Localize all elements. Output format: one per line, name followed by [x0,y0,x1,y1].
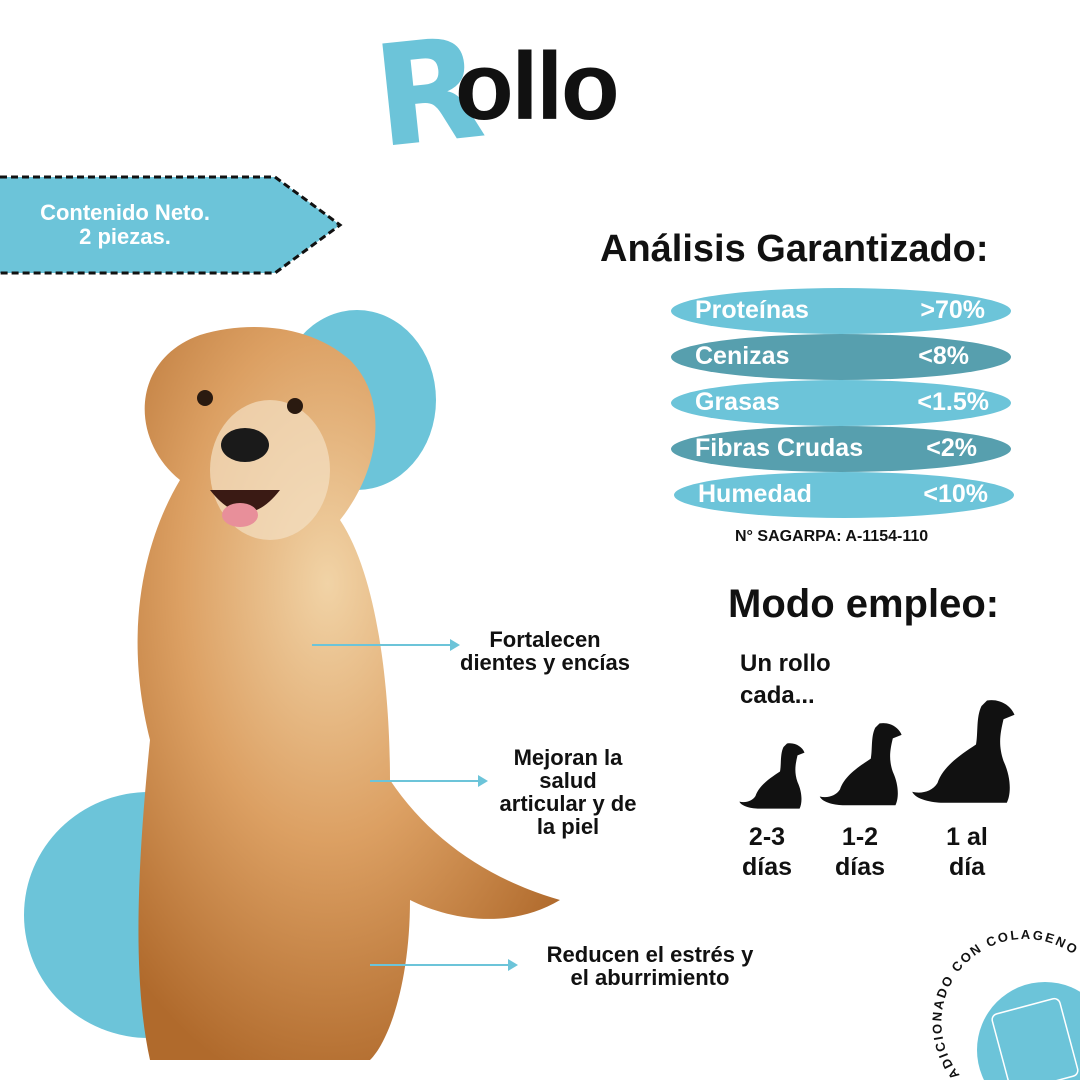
nutrient-name: Grasas [695,388,780,416]
title-rest: ollo [455,33,620,140]
benefit-1: Fortalecen dientes y encías [430,628,660,674]
badge-circle [977,982,1080,1080]
product-title: R ollo [367,7,695,180]
large-dog-icon [912,700,1015,803]
nutrient-value: <1.5% [917,388,989,416]
nutrient-name: Humedad [698,480,812,508]
benefit-line: Fortalecen [489,627,601,652]
benefit-line: Reducen el estrés y [546,942,754,967]
benefit-line: la piel [536,814,600,839]
benefit-2: Mejoran la salud articular y de la piel [470,746,666,838]
medium-dog-icon [819,723,902,806]
benefit-line: salud [539,768,597,793]
benefit-3: Reducen el estrés y el aburrimiento [515,943,785,989]
frequency-value: 2-3 [748,823,786,851]
nutrient-name: Cenizas [695,342,790,370]
tag-shape [0,175,343,275]
sagarpa-number: N° SAGARPA: A-1154-110 [735,528,929,545]
nutrient-value: <8% [918,342,969,370]
benefit-line: Mejoran la [513,745,623,770]
golden-retriever-image [137,327,560,1061]
nutrient-name: Fibras Crudas [695,434,864,462]
content-line1: Contenido Neto. [40,200,210,225]
benefit-line: articular y de [499,791,637,816]
usage-intro-line1: Un rollo [740,650,831,677]
analysis-row: Cenizas <8% [671,334,1011,380]
analysis-row: Grasas <1.5% [671,380,1011,426]
frequency-large: 1 al día [935,822,999,882]
arrow-1 [312,639,460,651]
collagen-badge: ADICIONADO CON COLÁGENO [929,930,1080,1080]
usage-title: Modo empleo: [728,582,1000,626]
frequency-medium: 1-2 días [828,822,892,882]
analysis-row: Humedad <10% [674,472,1014,518]
frequency-unit: días [834,853,886,881]
analysis-row: Proteínas >70% [671,288,1011,334]
nutrient-name: Proteínas [695,296,809,324]
frequency-unit: días [741,853,793,881]
nutrient-value: >70% [920,296,985,324]
analysis-title: Análisis Garantizado: [600,228,989,270]
usage-intro-line2: cada... [740,682,815,709]
analysis-row: Fibras Crudas <2% [671,426,1011,472]
benefit-line: el aburrimiento [570,965,730,990]
small-dog-icon [739,743,805,809]
nutrient-value: <10% [923,480,988,508]
arrow-2 [370,775,488,787]
frequency-value: 1-2 [841,823,879,851]
nutrient-value: <2% [926,434,977,462]
arrow-3 [370,959,518,971]
frequency-unit: día [948,853,986,881]
frequency-small: 2-3 días [735,822,799,882]
frequency-value: 1 al [946,823,988,851]
content-tag: Contenido Neto. 2 piezas. [0,175,345,275]
content-line2: 2 piezas. [79,224,171,249]
benefit-line: dientes y encías [460,650,630,675]
package-sketch-icon [991,997,1079,1080]
